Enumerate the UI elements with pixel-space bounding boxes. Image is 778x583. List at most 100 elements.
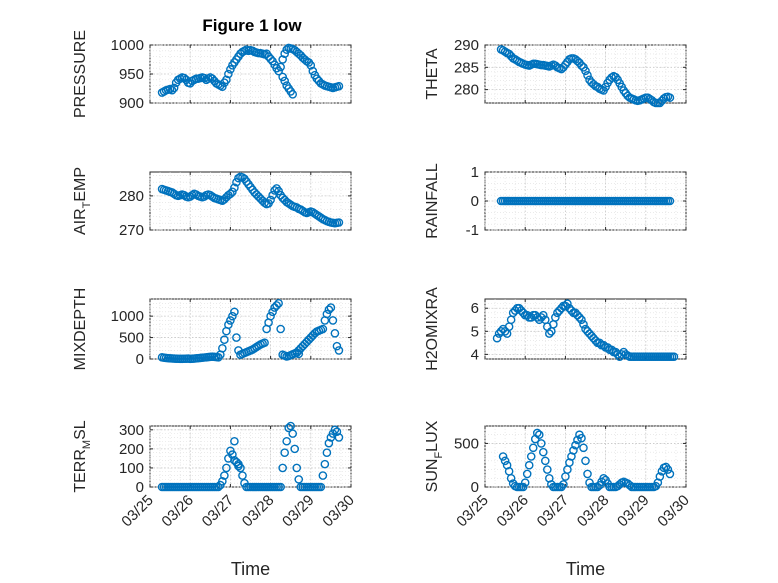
- y-tick-label: 280: [454, 82, 479, 99]
- data-point: [551, 313, 560, 322]
- data-point: [294, 349, 304, 359]
- data-point: [290, 444, 300, 454]
- data-point: [179, 190, 189, 200]
- data-point: [232, 177, 241, 187]
- data-point: [268, 307, 277, 317]
- x-tick-label: 03/27: [534, 492, 573, 531]
- data-point: [318, 471, 328, 480]
- x-axis-label: Time: [231, 559, 270, 579]
- data-point: [577, 433, 586, 443]
- y-axis-label: THETA: [424, 48, 441, 100]
- subplot-mixdepth: 0 500 1000 MIXDEPTH: [72, 288, 352, 371]
- data-point: [274, 298, 283, 308]
- data-point: [284, 423, 293, 433]
- data-point: [522, 469, 532, 479]
- data-point: [228, 187, 237, 197]
- data-point: [500, 456, 510, 466]
- data-point: [518, 482, 528, 492]
- y-tick-label: 5: [471, 323, 479, 340]
- data-point: [534, 430, 544, 440]
- y-tick-label: 6: [471, 300, 479, 317]
- data-point: [563, 299, 572, 308]
- y-tick-label: 285: [454, 59, 479, 76]
- y-tick-label: 1000: [111, 37, 144, 54]
- data-point: [199, 73, 209, 83]
- data-point: [266, 311, 275, 321]
- data-point: [625, 480, 635, 490]
- y-tick-label: 1000: [111, 308, 144, 325]
- data-point: [276, 324, 285, 334]
- data-point: [559, 480, 568, 489]
- data-point: [316, 482, 326, 492]
- data-point: [506, 473, 516, 483]
- data-point: [280, 49, 289, 59]
- data-point: [226, 65, 235, 74]
- data-point: [669, 352, 679, 361]
- data-point: [332, 341, 342, 351]
- y-tick-label: 900: [119, 95, 144, 112]
- y-tick-label: 280: [119, 188, 144, 205]
- data-point: [224, 69, 233, 79]
- data-point: [663, 465, 673, 474]
- data-point: [169, 83, 179, 93]
- data-point: [330, 328, 340, 338]
- x-tick-label: 03/27: [199, 492, 238, 531]
- y-axis-label: MIXDEPTH: [72, 288, 89, 371]
- data-point: [272, 301, 281, 310]
- data-point: [665, 469, 675, 479]
- data-point: [222, 75, 231, 85]
- data-point: [575, 313, 584, 322]
- data-point: [228, 311, 237, 321]
- data-point: [288, 90, 298, 99]
- data-point: [583, 469, 592, 479]
- x-tick-label: 03/30: [654, 492, 693, 531]
- data-point: [214, 482, 223, 492]
- data-point: [220, 335, 229, 345]
- data-point: [230, 307, 239, 317]
- subplot-sun-flux: 0 500 SUNFLUX 03/25 03/26 03/27 03/28 03/29 03/3…: [424, 420, 693, 579]
- data-point: [234, 461, 243, 471]
- data-point: [222, 463, 231, 473]
- y-tick-label: 0: [471, 193, 479, 210]
- x-tick-label: 03/29: [279, 492, 318, 531]
- data-point: [659, 94, 669, 103]
- data-point: [543, 465, 552, 474]
- data-point: [577, 315, 586, 325]
- data-point: [260, 338, 269, 348]
- data-point: [617, 350, 626, 359]
- data-point: [334, 346, 344, 355]
- data-point: [224, 320, 233, 330]
- data-point: [655, 472, 665, 481]
- data-point: [579, 443, 588, 453]
- data-point: [228, 450, 237, 459]
- data-point: [234, 173, 243, 183]
- data-point: [266, 195, 275, 205]
- data-point: [324, 438, 334, 448]
- data-point: [288, 429, 298, 438]
- data-point: [571, 440, 580, 450]
- data-point: [292, 463, 302, 473]
- data-point: [573, 435, 582, 445]
- data-point: [169, 189, 179, 199]
- data-point: [218, 82, 227, 92]
- figure-title: Figure 1 low: [202, 16, 302, 35]
- y-tick-label: 290: [454, 37, 479, 54]
- x-tick-label: 03/26: [158, 492, 197, 531]
- data-point: [276, 482, 285, 492]
- y-axis-label: PRESSURE: [72, 30, 89, 118]
- data-point: [569, 446, 578, 455]
- y-axis-label: TERRMSL: [72, 420, 93, 492]
- data-point: [322, 309, 332, 319]
- data-point: [268, 190, 277, 200]
- data-point: [328, 316, 338, 325]
- data-point: [601, 82, 610, 92]
- x-tick-label: 03/25: [453, 492, 492, 531]
- y-tick-label: 300: [119, 422, 144, 439]
- data-point: [278, 55, 287, 64]
- y-axis-label: SUNFLUX: [424, 420, 445, 492]
- x-tick-label: 03/30: [319, 492, 358, 531]
- data-point: [280, 76, 289, 86]
- data-point: [278, 72, 287, 82]
- data-point: [665, 93, 675, 102]
- x-tick-label: 03/28: [574, 492, 613, 531]
